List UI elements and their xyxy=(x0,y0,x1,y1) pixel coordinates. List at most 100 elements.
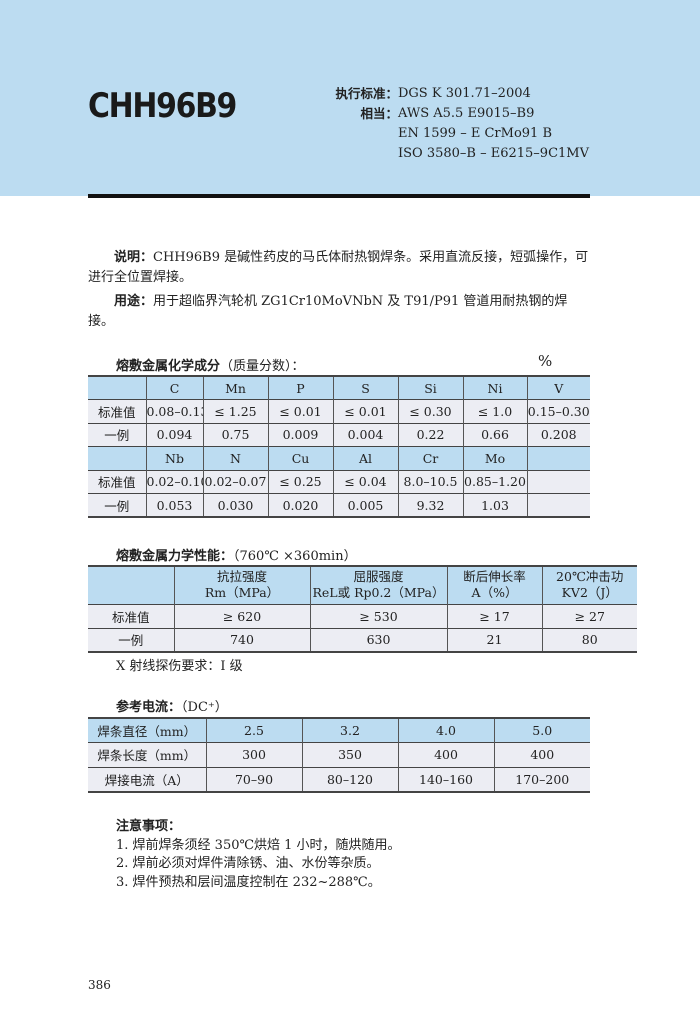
table-cell: 标准值 xyxy=(88,470,146,494)
notes-title: 注意事项： xyxy=(116,819,182,834)
table-cell: 断后伸长率 A（%） xyxy=(446,566,542,604)
current-subtitle: （DC⁺） xyxy=(181,700,228,715)
table-cell: 140–160 xyxy=(397,767,494,792)
notes: 注意事项： 1. 焊前焊条须经 350℃烘焙 1 小时，随烘随用。 2. 焊前必… xyxy=(116,818,401,892)
equiv-value: EN 1599 – E CrMo91 B xyxy=(398,126,552,141)
table-cell: 400 xyxy=(397,742,494,767)
table-row: 标准值 0.08–0.13 ≤ 1.25 ≤ 0.01 ≤ 0.01 ≤ 0.30 ≤ 1.… xyxy=(88,399,590,423)
table-cell: Mo xyxy=(462,446,527,470)
table-row: 标准值 ≥ 620 ≥ 530 ≥ 17 ≥ 27 xyxy=(88,604,637,628)
table-cell: 0.02–0.07 xyxy=(202,470,268,494)
page-number: 386 xyxy=(88,978,111,992)
table-cell: 0.005 xyxy=(332,493,398,517)
table-row: 一例 0.094 0.75 0.009 0.004 0.22 0.66 0.208 xyxy=(88,423,590,447)
note-item: 1. 焊前焊条须经 350℃烘焙 1 小时，随烘随用。 xyxy=(116,837,401,853)
table-cell xyxy=(88,376,146,400)
table-cell: 5.0 xyxy=(493,718,590,743)
table-cell: 焊接电流（A） xyxy=(88,767,206,792)
table-cell: ≤ 0.25 xyxy=(267,470,333,494)
table-cell: 80 xyxy=(541,628,637,652)
current-table: 焊条直径（mm） 2.5 3.2 4.0 5.0 焊条长度（mm） 300 350 400 400… xyxy=(88,717,590,793)
mechanical-table: 抗拉强度 Rm（MPa） 屈服强度 ReL或 Rp0.2（MPa） 断后伸长率 A（… xyxy=(88,565,637,653)
table-cell xyxy=(88,566,174,604)
table-cell: 9.32 xyxy=(397,493,463,517)
table-cell: ≤ 0.01 xyxy=(267,399,333,423)
table-cell: 2.5 xyxy=(205,718,302,743)
table-cell: 20℃冲击功 KV2（J） xyxy=(541,566,637,604)
table-cell: 0.75 xyxy=(202,423,268,447)
table-cell: 焊条长度（mm） xyxy=(88,742,206,767)
table-cell: ≥ 17 xyxy=(446,604,542,628)
table-row: 焊条长度（mm） 300 350 400 400 xyxy=(88,742,590,767)
table-cell: 0.208 xyxy=(526,423,590,447)
table-cell: 一例 xyxy=(88,628,174,652)
product-title: CHH96B9 xyxy=(88,86,237,126)
equiv-value: AWS A5.5 E9015–B9 xyxy=(398,106,535,121)
table-cell: ≤ 1.25 xyxy=(202,399,268,423)
table-cell: ≥ 27 xyxy=(541,604,637,628)
table-cell: C xyxy=(145,376,203,400)
table-row: 标准值 0.02–0.10 0.02–0.07 ≤ 0.25 ≤ 0.04 8.0–10.… xyxy=(88,470,590,494)
table-cell: 300 xyxy=(205,742,302,767)
table-cell: ≥ 530 xyxy=(309,604,447,628)
unit-label: % xyxy=(538,352,553,370)
usage-label: 用途： xyxy=(114,294,154,309)
table-cell: 屈服强度 ReL或 Rp0.2（MPa） xyxy=(309,566,447,604)
table-cell: 0.009 xyxy=(267,423,333,447)
table-cell: 80–120 xyxy=(301,767,398,792)
equiv-value: ISO 3580–B – E6215–9C1MV xyxy=(398,146,589,161)
table-cell xyxy=(88,446,146,470)
note-item: 3. 焊件预热和层间温度控制在 232~288℃。 xyxy=(116,874,381,890)
table-cell: Si xyxy=(397,376,463,400)
mechanical-heading: 熔敷金属力学性能：（760℃ ×360min） xyxy=(116,545,357,564)
table-cell: 0.85–1.20 xyxy=(462,470,527,494)
table-cell: 4.0 xyxy=(397,718,494,743)
xray-note: X 射线探伤要求：I 级 xyxy=(116,659,243,674)
table-cell: 0.004 xyxy=(332,423,398,447)
chemistry-subtitle: （质量分数）： xyxy=(220,359,305,374)
chemistry-heading: 熔敷金属化学成分（质量分数）： xyxy=(116,355,305,374)
usage-text: 用于超临界汽轮机 ZG1Cr10MoVNbN 及 T91/P91 管道用耐热钢的… xyxy=(88,294,568,329)
chemistry-table: C Mn P S Si Ni V 标准值 0.08–0.13 ≤ 1.25 ≤ 0.01 ≤ 0.01… xyxy=(88,375,590,518)
mechanical-subtitle: （760℃ ×360min） xyxy=(233,549,357,564)
table-cell: 焊条直径（mm） xyxy=(88,718,206,743)
table-cell: 0.020 xyxy=(267,493,333,517)
table-cell: ≤ 1.0 xyxy=(462,399,527,423)
table-cell: Ni xyxy=(462,376,527,400)
table-row: 一例 740 630 21 80 xyxy=(88,628,637,652)
mechanical-title: 熔敷金属力学性能： xyxy=(116,549,234,564)
table-cell xyxy=(526,493,590,517)
table-cell: ≤ 0.04 xyxy=(332,470,398,494)
table-cell: 350 xyxy=(301,742,398,767)
description-label: 说明： xyxy=(114,250,154,265)
table-cell xyxy=(526,446,590,470)
table-cell: 0.053 xyxy=(145,493,203,517)
divider xyxy=(88,194,590,198)
standard-label: 执行标准： xyxy=(335,86,398,101)
table-row: 焊条直径（mm） 2.5 3.2 4.0 5.0 xyxy=(88,718,590,743)
table-cell: S xyxy=(332,376,398,400)
header-band xyxy=(0,0,700,196)
table-cell: P xyxy=(267,376,333,400)
table-cell: 0.22 xyxy=(397,423,463,447)
table-cell: ≤ 0.01 xyxy=(332,399,398,423)
standard-value: DGS K 301.71–2004 xyxy=(398,86,531,101)
table-cell: Nb xyxy=(145,446,203,470)
table-cell: N xyxy=(202,446,268,470)
description: 说明：CHH96B9 是碱性药皮的马氏体耐热钢焊条。采用直流反接，短弧操作，可进… xyxy=(88,248,590,288)
table-cell: 抗拉强度 Rm（MPa） xyxy=(173,566,310,604)
table-cell: 标准值 xyxy=(88,399,146,423)
table-row: C Mn P S Si Ni V xyxy=(88,376,590,400)
table-cell: 8.0–10.5 xyxy=(397,470,463,494)
table-cell: 0.15–0.30 xyxy=(526,399,590,423)
standards-block: 执行标准： DGS K 301.71–2004 相当： AWS A5.5 E9015… xyxy=(330,84,589,164)
current-heading: 参考电流：（DC⁺） xyxy=(116,696,228,715)
usage: 用途：用于超临界汽轮机 ZG1Cr10MoVNbN 及 T91/P91 管道用耐… xyxy=(88,292,590,332)
table-cell: ≥ 620 xyxy=(173,604,310,628)
table-cell: 630 xyxy=(309,628,447,652)
table-cell: 一例 xyxy=(88,493,146,517)
table-row: 焊接电流（A） 70–90 80–120 140–160 170–200 xyxy=(88,767,590,792)
current-title: 参考电流： xyxy=(116,700,182,715)
table-cell: Al xyxy=(332,446,398,470)
table-cell: 0.08–0.13 xyxy=(145,399,203,423)
